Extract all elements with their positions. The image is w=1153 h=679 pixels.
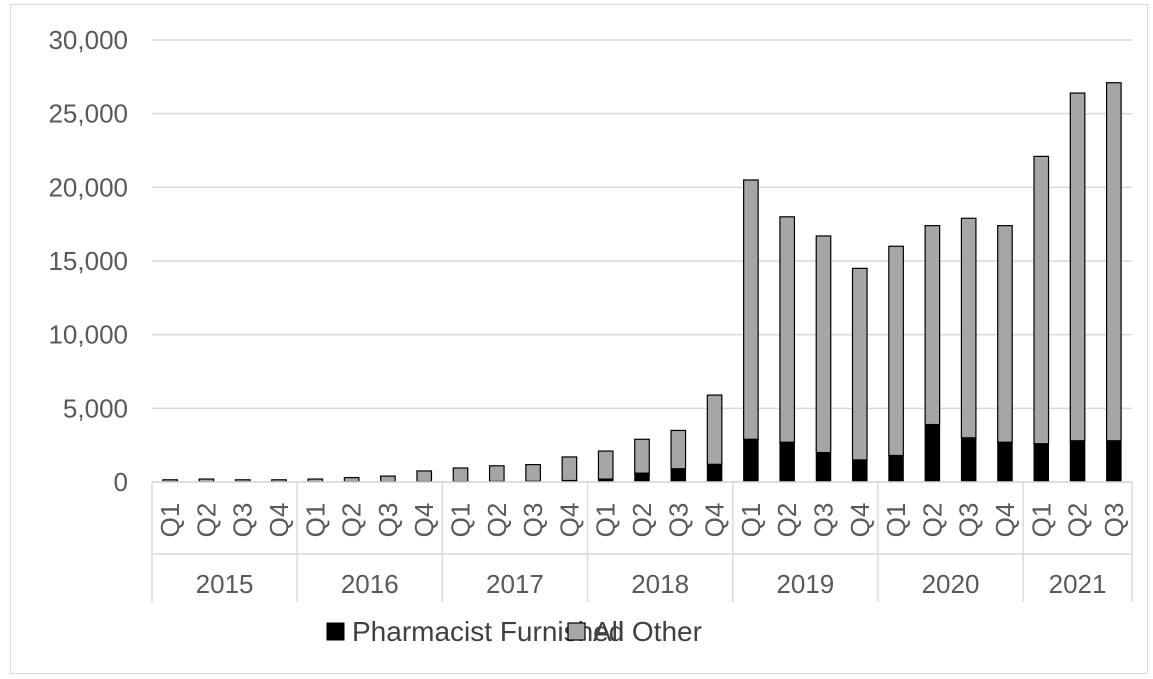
bar-pharmacist-furnished: [852, 459, 868, 483]
x-tick-label-quarter: Q3: [373, 503, 403, 538]
x-group-label-year: 2015: [196, 569, 254, 599]
bar-pharmacist-furnished: [924, 424, 941, 483]
bar-all-other: [561, 456, 578, 482]
x-tick-label-quarter: Q4: [700, 503, 730, 538]
bar-all-other: [416, 470, 433, 483]
bar-all-other: [815, 235, 832, 454]
legend-label-all-other: All Other: [593, 616, 702, 647]
x-tick-label-quarter: Q3: [663, 503, 693, 538]
chart-frame: [10, 4, 1148, 674]
bar-pharmacist-furnished: [997, 441, 1013, 483]
x-tick-label-quarter: Q1: [1026, 503, 1056, 538]
bar-pharmacist-furnished: [960, 437, 977, 483]
legend-swatch-pharmacist-furnished: [326, 622, 345, 641]
bar-pharmacist-furnished: [815, 452, 832, 483]
bar-all-other: [488, 465, 505, 483]
x-tick-label-quarter: Q4: [845, 503, 875, 538]
bar-all-other: [343, 476, 360, 483]
bar-pharmacist-furnished: [634, 472, 650, 483]
bar-all-other: [525, 464, 541, 482]
x-tick-label-quarter: Q1: [155, 503, 185, 538]
x-tick-label-quarter: Q2: [191, 503, 221, 538]
bar-all-other: [851, 267, 868, 461]
x-tick-label-quarter: Q3: [1099, 503, 1129, 538]
x-tick-label-quarter: Q3: [808, 503, 838, 538]
x-tick-label-quarter: Q2: [337, 503, 367, 538]
bar-all-other: [924, 225, 941, 426]
x-tick-label-quarter: Q4: [409, 503, 439, 538]
x-tick-label-quarter: Q2: [627, 503, 657, 538]
x-tick-label-quarter: Q3: [518, 503, 548, 538]
x-tick-label-quarter: Q2: [1063, 503, 1093, 538]
y-tick-label: 20,000: [48, 172, 128, 202]
bar-pharmacist-furnished: [670, 468, 687, 483]
x-tick-label-quarter: Q2: [482, 503, 512, 538]
x-tick-label-quarter: Q4: [264, 503, 294, 538]
x-tick-label-quarter: Q4: [554, 503, 584, 538]
y-tick-label: 30,000: [48, 25, 128, 55]
x-group-label-year: 2020: [922, 569, 980, 599]
bar-all-other: [1069, 92, 1086, 442]
x-group-label-year: 2019: [776, 569, 834, 599]
x-group-label-year: 2021: [1049, 569, 1107, 599]
x-tick-label-quarter: Q1: [446, 503, 476, 538]
y-tick-label: 10,000: [48, 320, 128, 350]
bar-pharmacist-furnished: [779, 441, 795, 483]
x-tick-label-quarter: Q2: [917, 503, 947, 538]
bar-all-other: [1033, 155, 1050, 445]
y-tick-label: 0: [114, 467, 128, 497]
x-tick-label-quarter: Q1: [591, 503, 621, 538]
bar-all-other: [706, 394, 723, 465]
x-tick-label-quarter: Q1: [300, 503, 330, 538]
x-tick-label-quarter: Q4: [990, 503, 1020, 538]
bar-pharmacist-furnished: [706, 463, 723, 483]
bar-all-other: [452, 467, 469, 483]
bar-all-other: [380, 475, 396, 483]
bar-pharmacist-furnished: [1033, 443, 1050, 483]
x-tick-label-quarter: Q1: [736, 503, 766, 538]
x-group-label-year: 2016: [341, 569, 399, 599]
bar-all-other: [670, 429, 687, 470]
bar-pharmacist-furnished: [1106, 440, 1122, 483]
y-tick-label: 25,000: [48, 99, 128, 129]
bar-all-other: [634, 438, 650, 474]
bar-pharmacist-furnished: [1069, 440, 1086, 483]
bar-all-other: [597, 450, 614, 480]
x-tick-label-quarter: Q1: [881, 503, 911, 538]
legend-swatch-all-other: [567, 622, 586, 641]
bar-all-other: [997, 225, 1013, 443]
x-tick-label-quarter: Q2: [772, 503, 802, 538]
x-group-label-year: 2017: [486, 569, 544, 599]
y-tick-label: 5,000: [63, 393, 128, 423]
bar-all-other: [1105, 82, 1122, 442]
x-tick-label-quarter: Q3: [228, 503, 258, 538]
bar-all-other: [779, 216, 796, 443]
x-group-label-year: 2018: [631, 569, 689, 599]
bar-pharmacist-furnished: [888, 454, 904, 483]
bar-pharmacist-furnished: [743, 438, 759, 483]
bar-all-other: [743, 179, 759, 440]
y-tick-label: 15,000: [48, 246, 128, 276]
x-tick-label-quarter: Q3: [954, 503, 984, 538]
bar-all-other: [888, 245, 904, 457]
bar-all-other: [960, 217, 977, 439]
